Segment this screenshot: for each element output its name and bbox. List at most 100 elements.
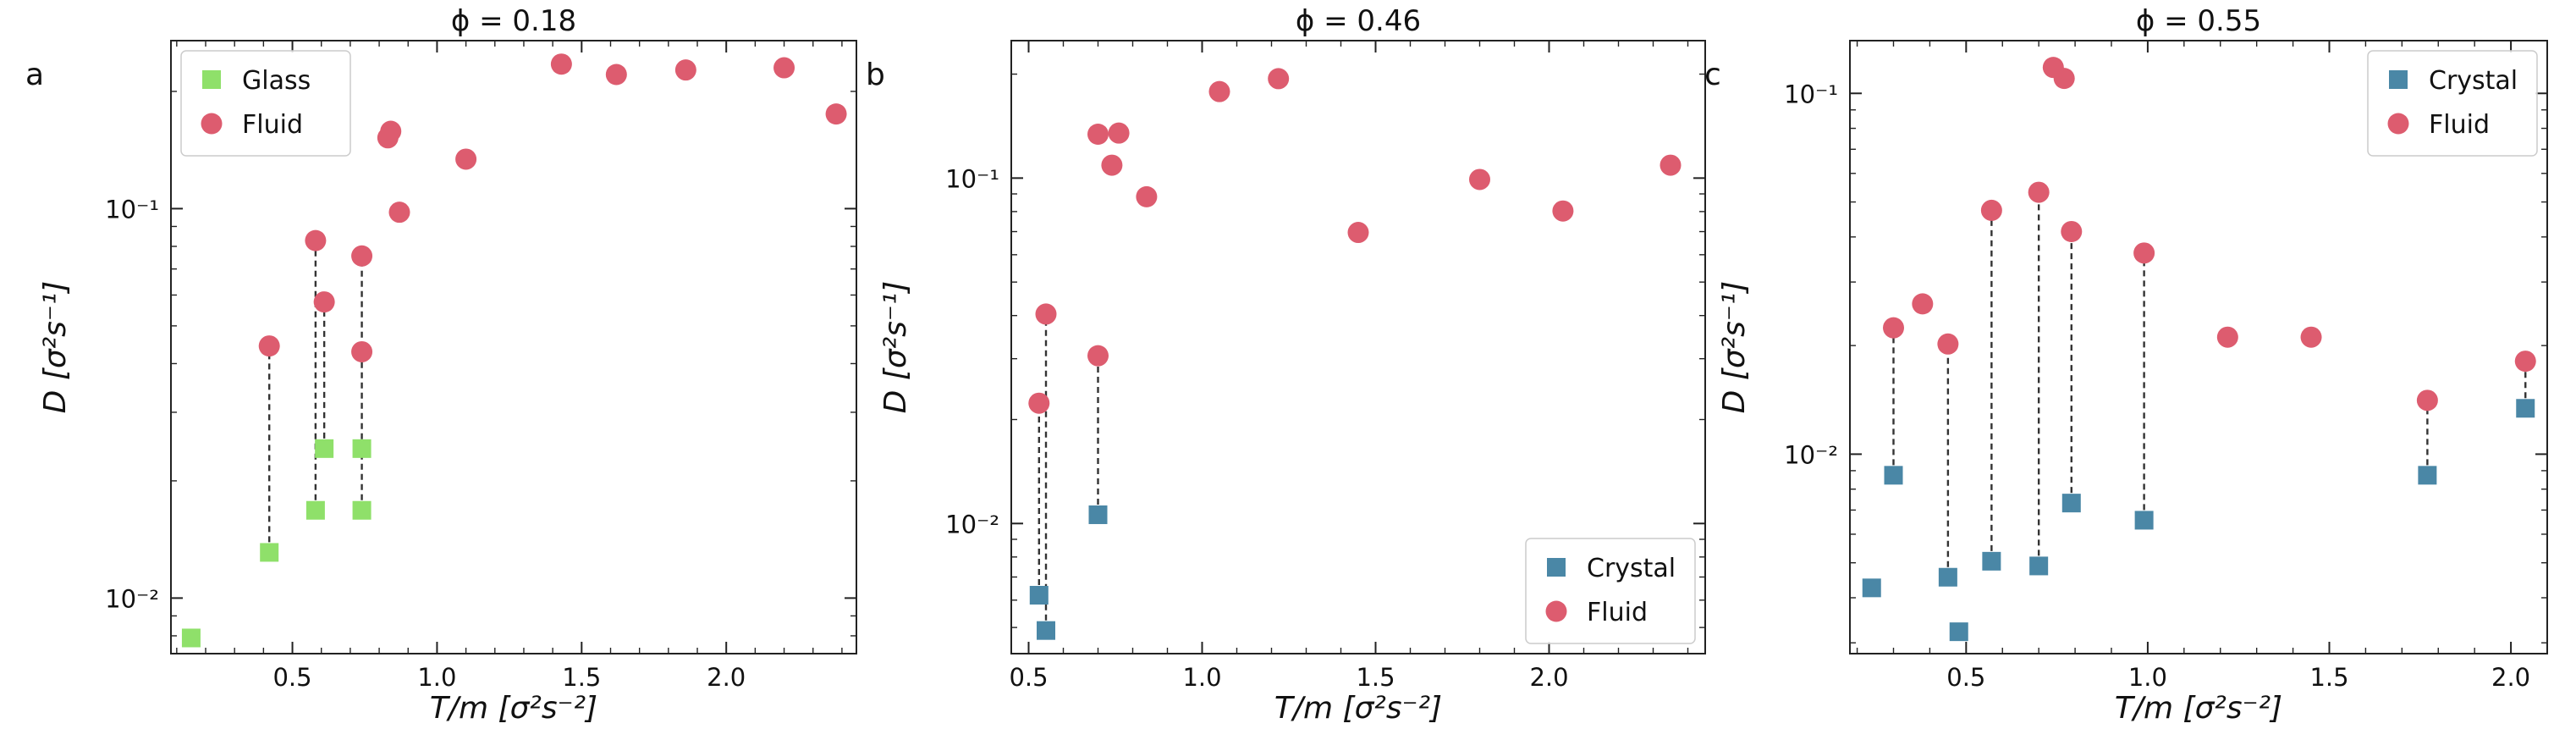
fluid-point	[351, 340, 373, 362]
legend: Crystal Fluid	[2367, 50, 2538, 157]
chart-title: ϕ = 0.46	[1296, 4, 1421, 38]
fluid-point	[2133, 242, 2155, 264]
panel-label: b	[866, 58, 885, 92]
fluid-point	[2053, 68, 2075, 90]
fluid-point	[2416, 389, 2438, 411]
plot-frame	[1010, 40, 1706, 654]
fluid-point	[1552, 200, 1574, 222]
fluid-point	[1660, 154, 1682, 176]
fluid-point	[1035, 303, 1057, 325]
panel-c: ϕ = 0.55 c T/m [σ²s⁻²] D [σ²s⁻¹] 0.5 1.0 1.5 2.…	[1704, 4, 2548, 726]
y-axis-label: D [σ²s⁻¹]	[878, 281, 913, 414]
glass-point	[352, 439, 372, 458]
panel-b: ϕ = 0.46 b T/m [σ²s⁻²] D [σ²s⁻¹] 0.5 1.0 1.5 2.…	[866, 4, 1706, 726]
x-tick-label: 0.5	[1946, 663, 1985, 692]
legend-marker	[202, 70, 221, 89]
glass-point	[305, 500, 325, 520]
fluid-point	[674, 59, 696, 81]
fluid-point	[1028, 392, 1050, 414]
crystal-point	[1029, 585, 1049, 605]
fluid-point	[2216, 326, 2238, 348]
crystal-point	[2516, 399, 2535, 418]
fluid-point	[1108, 122, 1130, 144]
crystal-point	[2029, 556, 2049, 576]
panel-label: c	[1704, 58, 1721, 92]
legend-marker	[1547, 558, 1566, 577]
x-tick-label: 1.0	[1182, 663, 1221, 692]
crystal-point	[2061, 494, 2081, 513]
fluid-point	[2514, 351, 2536, 373]
x-tick-label: 0.5	[272, 663, 311, 692]
glass-point	[181, 628, 201, 648]
fluid-point	[1268, 68, 1290, 90]
fluid-point	[380, 120, 402, 142]
x-tick-label: 1.0	[417, 663, 456, 692]
x-tick-label: 2.0	[707, 663, 746, 692]
legend-label: Crystal	[1587, 554, 1676, 583]
fluid-point	[1208, 80, 1230, 102]
y-tick-label: 10⁻¹	[105, 195, 159, 224]
x-tick-label: 1.5	[562, 663, 601, 692]
y-axis-label: D [σ²s⁻¹]	[1717, 281, 1752, 414]
legend-label: Fluid	[2429, 110, 2490, 140]
panel-a: ϕ = 0.18 a T/m [σ²s⁻²] D [σ²s⁻¹] 0.5 1.0 1.5 2.…	[25, 4, 857, 726]
x-tick-label: 1.0	[2128, 663, 2167, 692]
fluid-point	[313, 291, 335, 313]
fluid-point	[388, 202, 410, 224]
fluid-point	[351, 245, 373, 267]
x-axis-label: T/m [σ²s⁻²]	[2115, 691, 2282, 726]
crystal-point	[1982, 551, 2001, 571]
x-tick-label: 0.5	[1009, 663, 1048, 692]
crystal-point	[2418, 466, 2437, 485]
fluid-point	[1469, 168, 1490, 191]
fluid-point	[1912, 293, 1934, 315]
fluid-point	[455, 148, 477, 170]
y-tick-label: 10⁻²	[945, 510, 999, 538]
legend-box	[1525, 538, 1696, 644]
y-axis-label: D [σ²s⁻¹]	[38, 281, 73, 414]
glass-point	[260, 543, 279, 562]
legend-label: Crystal	[2429, 66, 2518, 96]
legend: Crystal Fluid	[1525, 538, 1696, 644]
x-axis-label: T/m [σ²s⁻²]	[430, 691, 597, 726]
x-tick-label: 1.5	[2309, 663, 2348, 692]
legend-marker	[1545, 600, 1567, 622]
fluid-point	[1883, 317, 1904, 339]
fluid-point	[305, 229, 327, 251]
y-tick-label: 10⁻¹	[1784, 80, 1838, 108]
fluid-point	[1101, 154, 1123, 176]
fluid-point	[1087, 345, 1109, 367]
crystal-point	[1884, 466, 1903, 485]
fluid-point	[550, 53, 572, 75]
crystal-point	[1949, 622, 1968, 642]
legend-box	[2367, 50, 2538, 157]
fluid-point	[773, 57, 795, 79]
panel-label: a	[25, 58, 44, 92]
legend-label: Fluid	[242, 110, 303, 140]
glass-point	[315, 439, 334, 458]
legend-label: Fluid	[1587, 598, 1648, 627]
fluid-point	[258, 335, 280, 357]
chart-title: ϕ = 0.55	[2136, 4, 2261, 38]
x-tick-label: 2.0	[1529, 663, 1568, 692]
plot-frame	[1849, 40, 2548, 654]
fluid-point	[1087, 123, 1109, 145]
fluid-point	[2300, 326, 2322, 348]
crystal-point	[1088, 505, 1108, 524]
y-tick-label: 10⁻¹	[945, 164, 999, 193]
fluid-point	[1980, 199, 2002, 221]
x-tick-label: 1.5	[1356, 663, 1395, 692]
legend: Glass Fluid	[180, 50, 351, 157]
crystal-point	[1862, 578, 1881, 598]
legend-label: Glass	[242, 66, 311, 96]
y-tick-label: 10⁻²	[105, 584, 159, 613]
legend-marker	[2389, 70, 2408, 89]
y-tick-label: 10⁻²	[1784, 440, 1838, 469]
fluid-point	[1347, 222, 1369, 244]
plot-frame	[170, 40, 857, 654]
fluid-point	[1136, 185, 1158, 207]
fluid-point	[825, 103, 847, 125]
fluid-point	[1937, 333, 1959, 355]
